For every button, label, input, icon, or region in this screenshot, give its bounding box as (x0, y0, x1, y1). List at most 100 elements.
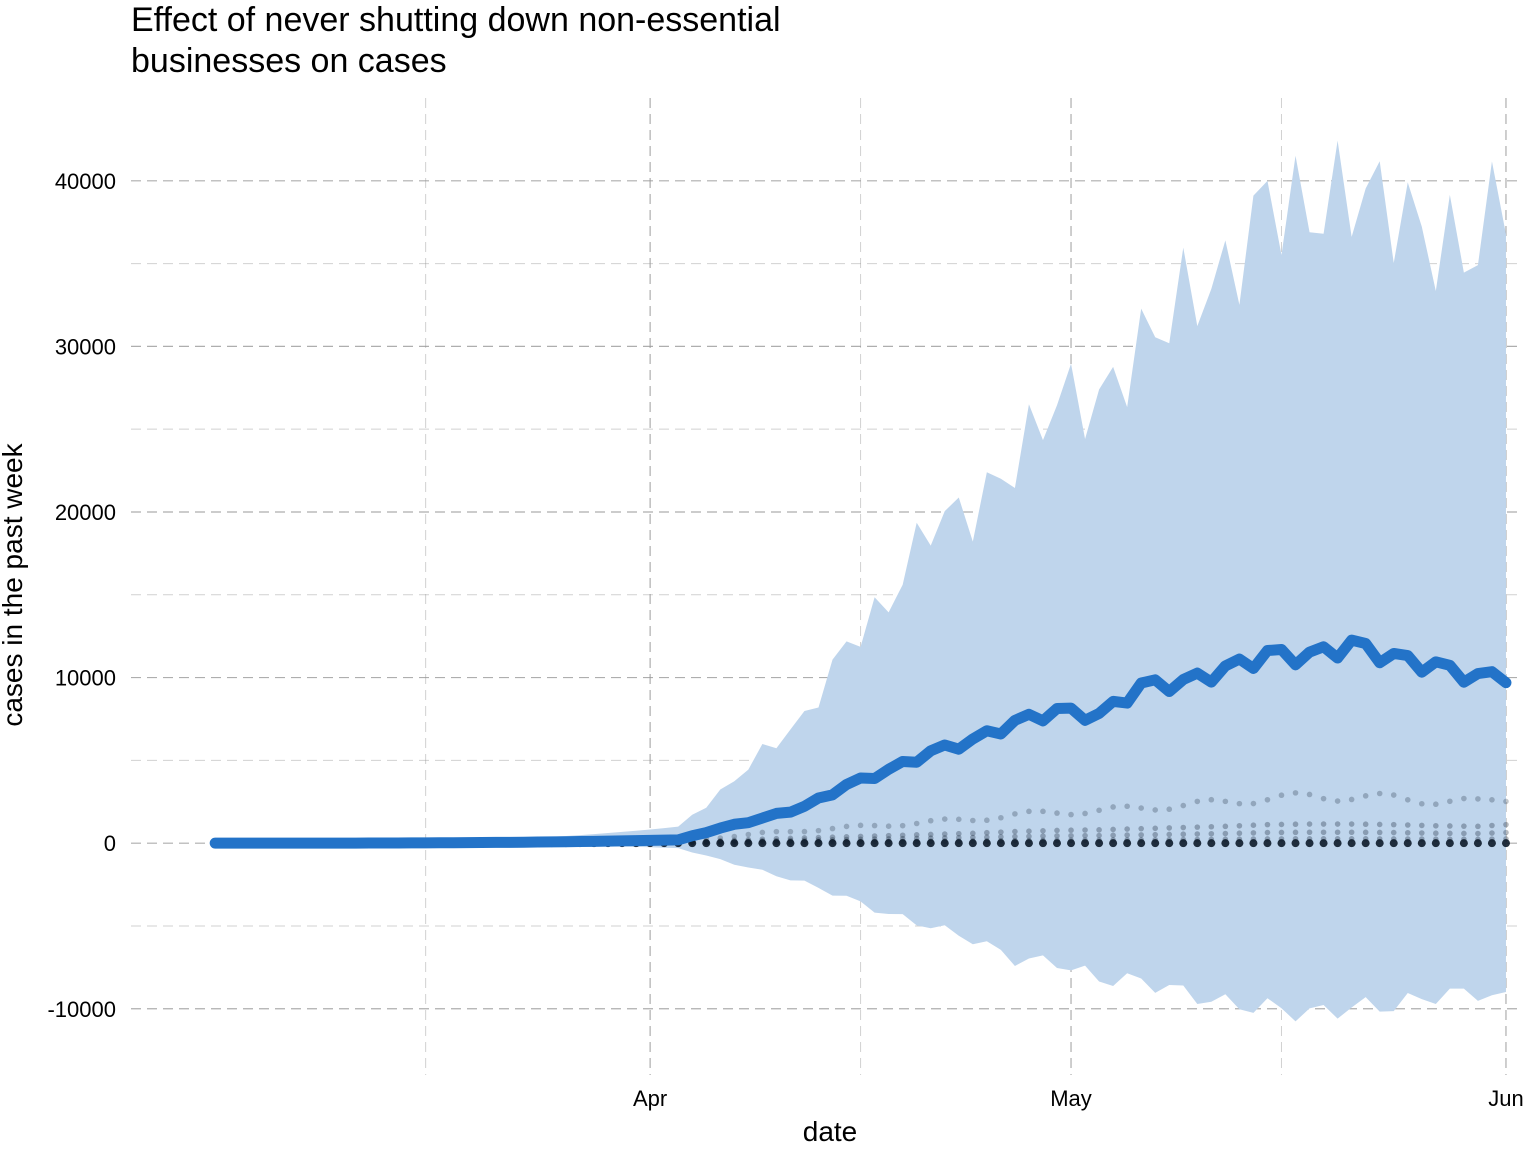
simulation-point (1166, 806, 1173, 813)
simulation-point (1433, 836, 1439, 842)
chart-title-line-2: businesses on cases (131, 42, 447, 80)
simulation-point (1461, 795, 1467, 802)
simulation-point (1475, 796, 1481, 802)
simulation-point (885, 823, 892, 829)
simulation-point (815, 837, 822, 843)
simulation-point (1362, 793, 1369, 799)
simulation-point (1222, 830, 1229, 837)
simulation-point (926, 839, 935, 848)
simulation-point (996, 839, 1005, 848)
simulation-point (970, 817, 976, 824)
simulation-point (1461, 830, 1467, 837)
simulation-point (1475, 830, 1481, 837)
mean-series-line (209, 634, 1512, 849)
simulation-point (702, 839, 711, 848)
simulation-point (717, 839, 724, 845)
simulation-point (856, 839, 865, 848)
simulation-point (1054, 833, 1060, 839)
simulation-point (1320, 829, 1327, 836)
simulation-point (984, 837, 990, 844)
simulation-point (1278, 829, 1285, 836)
simulation-point (1166, 825, 1173, 831)
simulation-point (1263, 839, 1272, 848)
simulation-point (1264, 821, 1271, 828)
simulation-point (1096, 807, 1102, 814)
simulation-point (1222, 836, 1229, 843)
simulation-point (927, 817, 934, 824)
simulation-point (927, 838, 934, 844)
simulation-point (1292, 829, 1299, 836)
simulation-point (1012, 833, 1018, 840)
simulation-point (1361, 839, 1370, 848)
simulation-point (1390, 821, 1397, 828)
simulation-point (745, 839, 752, 846)
simulation-point (1278, 821, 1285, 828)
x-tick-label: Apr (633, 1086, 667, 1111)
simulation-point (800, 839, 809, 848)
simulation-point (1110, 804, 1116, 810)
simulation-point (1306, 791, 1313, 798)
simulation-point (1250, 800, 1257, 807)
simulation-point (1040, 833, 1046, 839)
simulation-point (913, 838, 920, 845)
simulation-point (1026, 828, 1032, 834)
simulation-point (1208, 836, 1215, 843)
simulation-point (1222, 823, 1229, 830)
simulation-point (1194, 798, 1201, 805)
simulation-point (744, 839, 753, 848)
simulation-point (1109, 839, 1118, 848)
simulation-point (801, 839, 808, 845)
simulation-point (1362, 821, 1369, 828)
simulation-point (1264, 829, 1271, 836)
simulation-point (1250, 836, 1257, 842)
simulation-point (1334, 798, 1341, 804)
simulation-point (1433, 830, 1439, 837)
simulation-point (1236, 830, 1243, 837)
simulation-point (1250, 822, 1257, 829)
chart-title-line-1: Effect of never shutting down non-essent… (131, 1, 781, 39)
simulation-point (899, 822, 906, 829)
simulation-point (940, 839, 949, 848)
simulation-point (1487, 839, 1496, 848)
simulation-point (801, 828, 808, 835)
simulation-point (773, 839, 780, 845)
x-axis-title: date (803, 1116, 858, 1147)
simulation-point (1096, 832, 1102, 839)
simulation-point (787, 828, 794, 835)
simulation-point (1236, 836, 1243, 842)
x-tick-label: May (1050, 1086, 1092, 1111)
simulation-point (815, 827, 822, 834)
simulation-point (1054, 837, 1060, 844)
simulation-point (829, 834, 836, 840)
simulation-point (759, 839, 766, 846)
y-axis-ticks: -10000 0 10000 20000 30000 40000 (47, 169, 116, 1022)
simulation-point (1376, 829, 1383, 836)
simulation-point (1501, 839, 1510, 848)
simulation-point (998, 814, 1004, 821)
simulation-point (1503, 836, 1509, 842)
simulation-point (1433, 822, 1439, 829)
simulation-point (984, 834, 990, 841)
simulation-point (899, 832, 906, 839)
simulation-point (1096, 837, 1102, 843)
simulation-point (1053, 839, 1061, 848)
simulation-point (857, 836, 864, 843)
simulation-point (1138, 837, 1144, 843)
simulation-point (773, 837, 780, 844)
simulation-point (941, 816, 948, 822)
simulation-point (703, 839, 710, 846)
simulation-point (898, 839, 907, 848)
y-tick-label: 0 (104, 831, 116, 856)
simulation-point (1347, 839, 1356, 848)
simulation-point (998, 829, 1004, 835)
simulation-point (1404, 796, 1411, 803)
simulation-point (1038, 839, 1047, 848)
simulation-point (1473, 839, 1482, 848)
simulation-point (1166, 836, 1173, 843)
simulation-point (1348, 796, 1355, 803)
simulation-point (1249, 839, 1258, 848)
simulation-point (1068, 832, 1074, 839)
simulation-point (1026, 837, 1032, 844)
simulation-point (1404, 836, 1411, 842)
simulation-point (1040, 837, 1046, 844)
